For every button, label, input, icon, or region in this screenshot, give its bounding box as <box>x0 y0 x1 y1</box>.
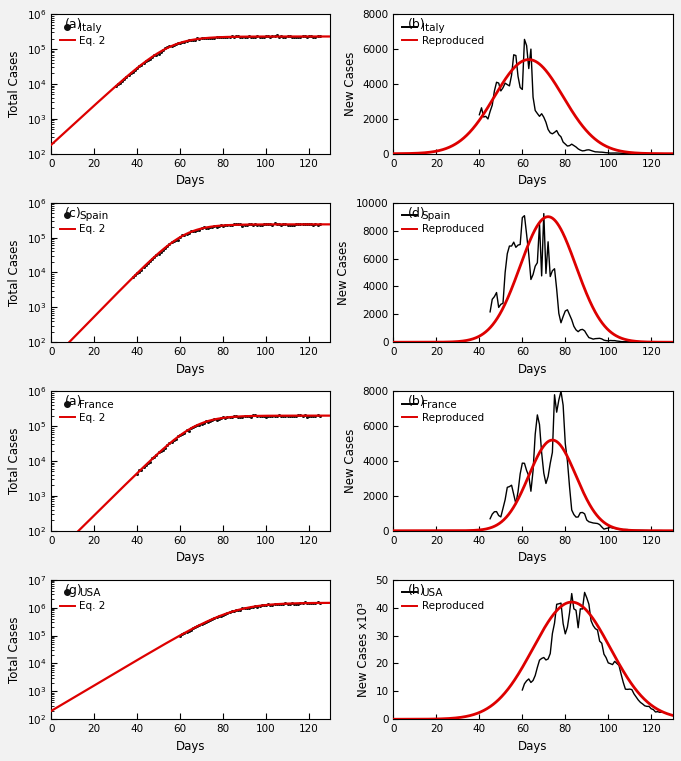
X-axis label: Days: Days <box>518 740 548 753</box>
Legend: USA, Reproduced: USA, Reproduced <box>398 585 487 614</box>
Text: (b): (b) <box>407 396 425 409</box>
Y-axis label: New Cases x10³: New Cases x10³ <box>357 602 370 697</box>
Legend: Italy, Reproduced: Italy, Reproduced <box>398 20 487 49</box>
X-axis label: Days: Days <box>176 551 206 564</box>
Text: (g): (g) <box>65 584 83 597</box>
Legend: France, Reproduced: France, Reproduced <box>398 396 487 426</box>
Legend: Italy, Eq. 2: Italy, Eq. 2 <box>57 20 109 49</box>
Text: (h): (h) <box>407 584 425 597</box>
X-axis label: Days: Days <box>176 174 206 187</box>
Y-axis label: New Cases: New Cases <box>344 52 357 116</box>
X-axis label: Days: Days <box>518 174 548 187</box>
Y-axis label: Total Cases: Total Cases <box>8 239 21 306</box>
Y-axis label: Total Cases: Total Cases <box>8 428 21 494</box>
Y-axis label: New Cases: New Cases <box>344 428 357 493</box>
Y-axis label: Total Cases: Total Cases <box>8 51 21 117</box>
X-axis label: Days: Days <box>176 363 206 376</box>
Y-axis label: Total Cases: Total Cases <box>8 616 21 683</box>
Text: (a): (a) <box>65 18 82 31</box>
Legend: France, Eq. 2: France, Eq. 2 <box>57 396 117 426</box>
X-axis label: Days: Days <box>518 551 548 564</box>
Text: (a): (a) <box>65 396 82 409</box>
Legend: USA, Eq. 2: USA, Eq. 2 <box>57 585 109 614</box>
Legend: Spain, Eq. 2: Spain, Eq. 2 <box>57 208 112 237</box>
X-axis label: Days: Days <box>176 740 206 753</box>
Legend: Spain, Reproduced: Spain, Reproduced <box>398 208 487 237</box>
Y-axis label: New Cases: New Cases <box>337 240 351 304</box>
Text: (c): (c) <box>65 207 82 220</box>
Text: (b): (b) <box>407 18 425 31</box>
X-axis label: Days: Days <box>518 363 548 376</box>
Text: (d): (d) <box>407 207 425 220</box>
